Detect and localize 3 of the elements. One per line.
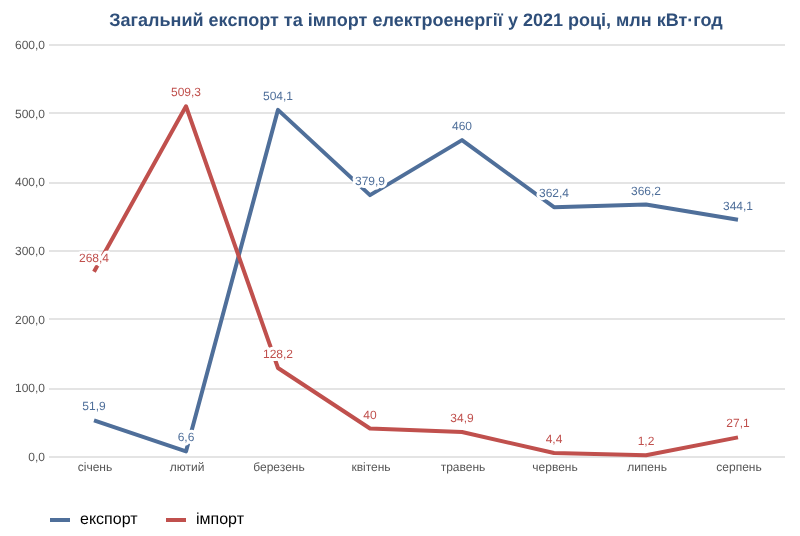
legend-label: імпорт bbox=[196, 510, 245, 528]
chart-title: Загальний експорт та імпорт електроенергії у 2021 році, млн кВт·год bbox=[109, 10, 724, 30]
legend-label: експорт bbox=[80, 510, 139, 528]
